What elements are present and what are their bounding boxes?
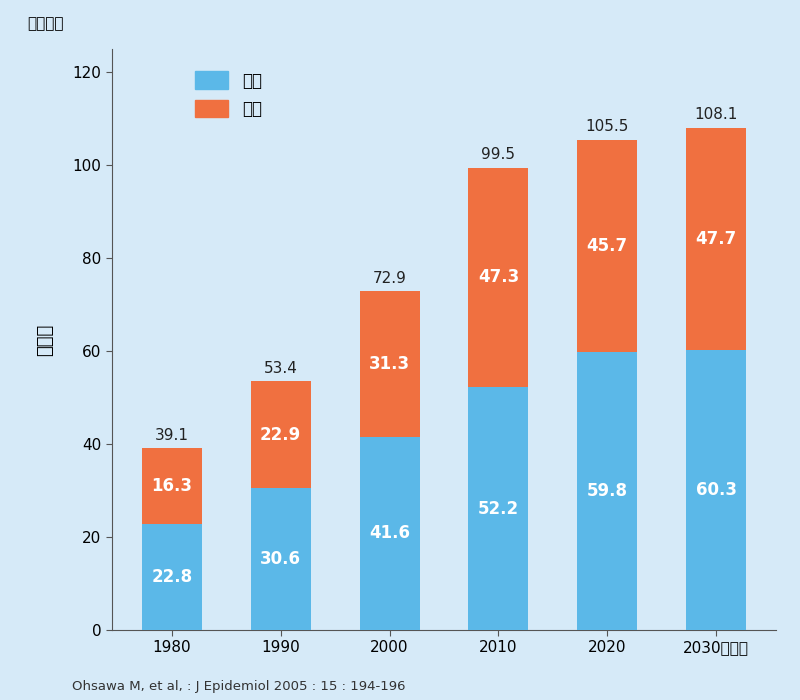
Text: 22.9: 22.9 xyxy=(260,426,302,444)
Text: 41.6: 41.6 xyxy=(369,524,410,542)
Bar xyxy=(360,437,419,630)
Text: 108.1: 108.1 xyxy=(694,107,738,122)
Bar xyxy=(250,382,310,488)
Bar xyxy=(142,448,202,524)
Bar xyxy=(142,524,202,630)
Text: 59.8: 59.8 xyxy=(586,482,628,500)
Text: 60.3: 60.3 xyxy=(696,481,737,499)
Text: 53.4: 53.4 xyxy=(264,361,298,376)
Text: 105.5: 105.5 xyxy=(586,119,629,134)
Text: 99.5: 99.5 xyxy=(482,147,515,162)
Text: 52.2: 52.2 xyxy=(478,500,519,518)
Text: 30.6: 30.6 xyxy=(260,550,302,568)
Text: 31.3: 31.3 xyxy=(369,355,410,373)
Text: 22.8: 22.8 xyxy=(151,568,193,586)
Bar xyxy=(360,291,419,437)
Text: 39.1: 39.1 xyxy=(155,428,189,442)
Legend: 男性, 女性: 男性, 女性 xyxy=(186,63,270,126)
Bar xyxy=(578,139,638,352)
Text: 47.3: 47.3 xyxy=(478,268,519,286)
Text: Ohsawa M, et al, : J Epidemiol 2005 : 15 : 194-196: Ohsawa M, et al, : J Epidemiol 2005 : 15… xyxy=(72,680,406,693)
Text: 患者数: 患者数 xyxy=(37,323,54,356)
Bar xyxy=(578,352,638,630)
Text: 47.7: 47.7 xyxy=(695,230,737,248)
Text: 45.7: 45.7 xyxy=(586,237,628,255)
Bar xyxy=(469,387,528,630)
Text: （万人）: （万人） xyxy=(27,17,64,32)
Bar xyxy=(250,488,310,630)
Bar xyxy=(686,128,746,350)
Bar xyxy=(686,350,746,630)
Bar xyxy=(469,167,528,387)
Text: 72.9: 72.9 xyxy=(373,271,406,286)
Text: 16.3: 16.3 xyxy=(151,477,192,495)
